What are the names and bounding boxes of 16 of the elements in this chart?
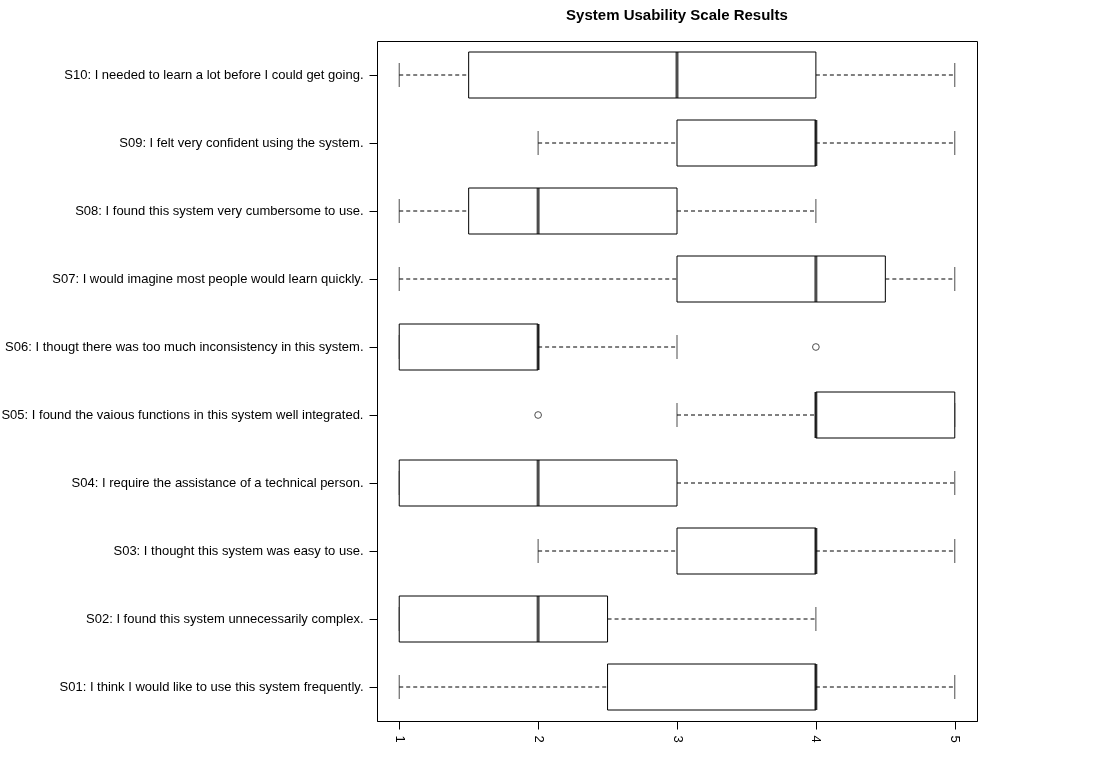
y-tick-label: S09: I felt very confident using the system. <box>119 135 364 150</box>
y-tick-label: S05: I found the vaious functions in this system well integrated. <box>1 407 364 422</box>
x-tick-label: 1 <box>392 735 408 743</box>
y-tick-label: S10: I needed to learn a lot before I could get going. <box>64 67 364 82</box>
y-tick-label: S04: I require the assistance of a technical person. <box>71 475 364 490</box>
x-tick-label: 4 <box>809 735 825 743</box>
y-tick-label: S08: I found this system very cumbersome to use. <box>75 203 364 218</box>
x-tick-label: 2 <box>531 735 547 743</box>
y-tick-label: S06: I thougt there was too much inconsistency in this system. <box>5 339 364 354</box>
y-tick-label: S02: I found this system unnecessarily complex. <box>86 611 364 626</box>
chart-title: System Usability Scale Results <box>566 6 788 23</box>
x-tick-label: 5 <box>948 735 964 743</box>
y-tick-label: S03: I thought this system was easy to use. <box>113 543 364 558</box>
y-tick-label: S07: I would imagine most people would learn quickly. <box>52 271 364 286</box>
y-tick-label: S01: I think I would like to use this system frequently. <box>59 679 364 694</box>
x-tick-label: 3 <box>670 735 686 743</box>
